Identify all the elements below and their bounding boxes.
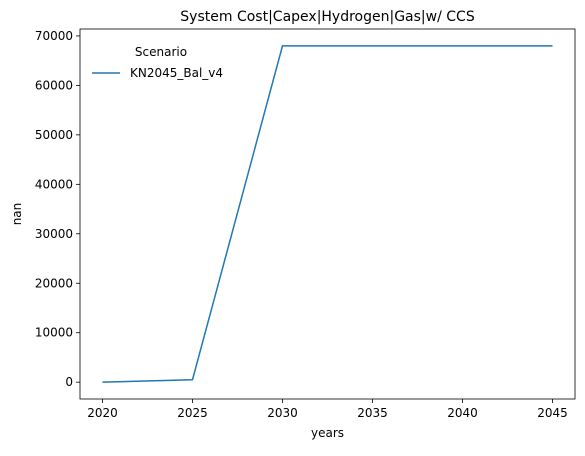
y-axis: 0 10000 20000 30000 40000 50000 60000 70000 — [35, 29, 80, 389]
x-axis: 2020 2025 2030 2035 2040 2045 — [87, 399, 568, 420]
y-tick-label: 10000 — [35, 326, 73, 340]
series-layer — [102, 45, 553, 383]
x-tick-label: 2040 — [447, 406, 478, 420]
y-tick-label: 70000 — [35, 29, 73, 43]
legend-entry-label: KN2045_Bal_v4 — [130, 66, 223, 80]
y-tick-label: 50000 — [35, 128, 73, 142]
x-axis-label: years — [311, 426, 344, 440]
legend-title: Scenario — [135, 45, 187, 59]
x-tick-label: 2020 — [87, 406, 118, 420]
chart-title: System Cost|Capex|Hydrogen|Gas|w/ CCS — [180, 9, 475, 25]
x-tick-label: 2045 — [537, 406, 568, 420]
y-tick-label: 40000 — [35, 177, 73, 191]
x-tick-label: 2030 — [267, 406, 298, 420]
x-tick-label: 2025 — [177, 406, 208, 420]
y-tick-label: 30000 — [35, 227, 73, 241]
y-axis-label: nan — [10, 203, 24, 226]
legend: Scenario KN2045_Bal_v4 — [92, 45, 223, 80]
y-tick-label: 20000 — [35, 276, 73, 290]
series-line-1 — [102, 45, 553, 383]
y-tick-label: 0 — [65, 375, 73, 389]
y-tick-label: 60000 — [35, 78, 73, 92]
plot-area — [79, 28, 576, 400]
axes-frame — [79, 28, 576, 400]
x-tick-label: 2035 — [357, 406, 388, 420]
